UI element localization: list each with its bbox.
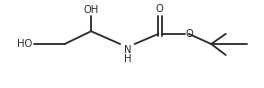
Text: O: O (156, 4, 164, 14)
Text: OH: OH (83, 5, 99, 15)
Text: O: O (186, 29, 193, 39)
Text: HO: HO (17, 39, 32, 49)
Text: N: N (124, 45, 131, 55)
Text: H: H (124, 54, 131, 64)
